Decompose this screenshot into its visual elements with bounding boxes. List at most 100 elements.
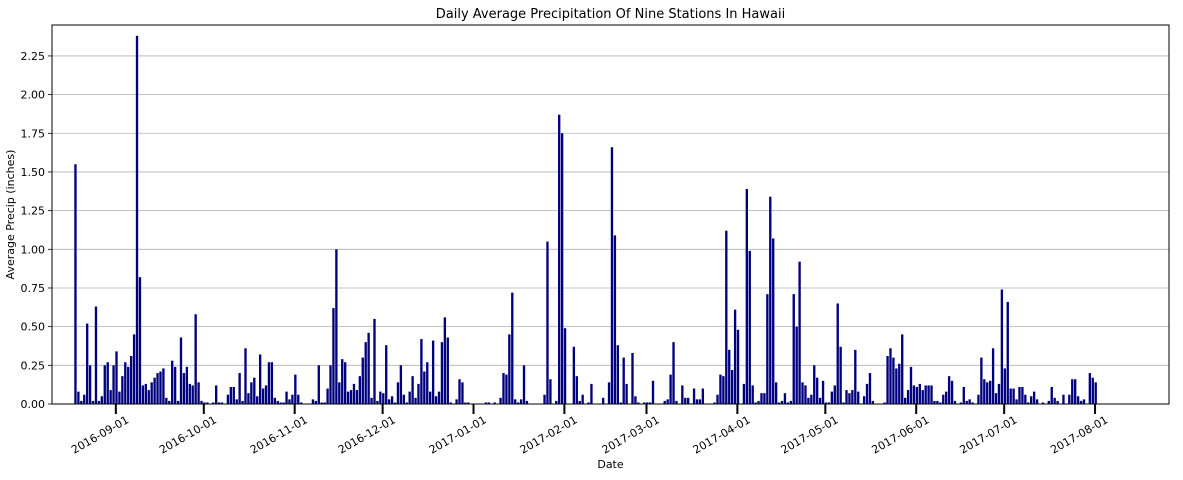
bar [124, 362, 127, 404]
bar [387, 399, 391, 404]
bar [578, 400, 581, 404]
bar [733, 309, 737, 404]
bar [1091, 377, 1094, 404]
bar [273, 397, 276, 404]
bar [346, 391, 350, 404]
bar [1030, 396, 1033, 404]
bar [446, 337, 449, 404]
bar [464, 402, 467, 404]
bar [106, 362, 109, 404]
bar [399, 365, 403, 404]
bar [519, 399, 523, 404]
bar [945, 391, 948, 404]
bar [294, 374, 297, 404]
bar [903, 397, 907, 404]
bar [918, 383, 921, 404]
bar [845, 390, 848, 404]
bar [645, 402, 649, 404]
y-tick-label: 0.75 [21, 282, 46, 295]
bar [892, 357, 895, 404]
bar [516, 402, 520, 404]
bar [619, 402, 622, 404]
bar [906, 390, 910, 404]
bar [1006, 301, 1009, 404]
bar [684, 397, 687, 404]
bar [695, 399, 699, 404]
bar [637, 402, 640, 404]
bar [942, 394, 945, 404]
bar [953, 400, 957, 404]
bar [555, 400, 558, 404]
bar [502, 373, 505, 404]
bar [763, 393, 766, 404]
bar [484, 402, 488, 404]
bar [317, 365, 320, 404]
bar [323, 402, 326, 404]
bar [786, 402, 790, 404]
y-tick-label: 1.25 [21, 205, 46, 218]
plot-frame [51, 24, 1170, 405]
x-tick-label: 2017-04-01 [691, 413, 753, 456]
gridlines [52, 55, 1169, 366]
bar [168, 400, 171, 404]
bar [411, 376, 414, 404]
bar [285, 391, 288, 404]
bar [206, 402, 209, 404]
bar [818, 397, 822, 404]
bar [367, 332, 370, 404]
bar [77, 391, 80, 404]
bar [798, 261, 801, 404]
bar [1015, 399, 1018, 404]
bar [144, 383, 147, 404]
bar [279, 402, 282, 404]
bar [1079, 400, 1083, 404]
bar [417, 383, 420, 404]
bar [431, 340, 435, 404]
bar [924, 385, 927, 404]
bar [713, 402, 716, 404]
bar [311, 399, 315, 404]
bar [839, 346, 842, 404]
bar [698, 399, 702, 404]
y-tick-label: 1.50 [21, 166, 46, 179]
bar [100, 396, 104, 404]
bar [127, 366, 130, 404]
bar [898, 363, 901, 404]
bar [297, 394, 300, 404]
bar [692, 388, 696, 404]
bar [962, 386, 965, 404]
bar [1062, 394, 1065, 404]
bar [681, 385, 684, 404]
bar [968, 399, 971, 404]
bar [376, 400, 379, 404]
bar [238, 373, 241, 404]
bar [991, 348, 995, 404]
bar [103, 365, 106, 404]
bar [736, 329, 740, 404]
bar [560, 133, 564, 405]
bar [514, 399, 517, 404]
bar [915, 386, 919, 404]
bar [361, 357, 364, 404]
bar [194, 314, 197, 404]
bar [349, 390, 353, 404]
bar [390, 396, 394, 404]
bar [461, 382, 464, 404]
bar [795, 326, 798, 404]
bar [235, 399, 238, 404]
bar [150, 382, 153, 404]
x-tick-label: 2017-03-01 [600, 413, 662, 456]
bar [648, 402, 652, 404]
bar [1082, 399, 1086, 404]
bar [821, 380, 825, 404]
bar [364, 342, 367, 404]
bar [320, 402, 323, 404]
bar [780, 400, 784, 404]
bar [434, 396, 438, 404]
bar [261, 388, 265, 404]
bar [226, 394, 230, 404]
bar [1068, 394, 1071, 404]
bar [895, 368, 898, 404]
bar [385, 345, 388, 404]
